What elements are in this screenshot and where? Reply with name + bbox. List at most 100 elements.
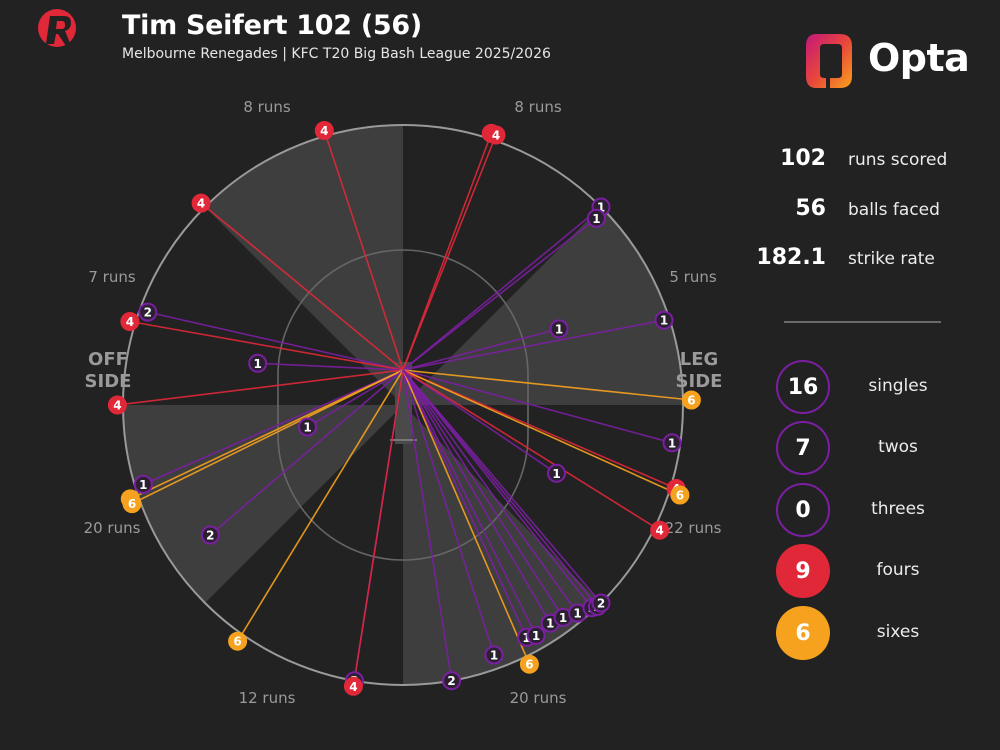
shot-runs-label: 4 (320, 124, 328, 138)
stat-label: strike rate (848, 249, 935, 269)
shot-runs-label: 1 (254, 357, 262, 371)
shot-runs-label: 1 (139, 478, 147, 492)
count-badge: 16 (776, 360, 830, 414)
zone-runs-label: 22 runs (665, 519, 722, 537)
shot-markers: 4444111124146146141166262421116111222 (107, 121, 701, 696)
shot-marker (122, 494, 142, 514)
leg-side-label: LEG (680, 349, 719, 370)
shot-runs-label: 1 (532, 629, 540, 643)
shot-line (402, 133, 493, 371)
count-label: sixes (876, 622, 920, 642)
count-badge: 6 (776, 606, 830, 660)
off-side-label: SIDE (85, 371, 132, 392)
zone-runs-label: 8 runs (243, 98, 290, 116)
shot-runs-label: 2 (144, 306, 152, 320)
stat-runs-scored: 102 runs scored (750, 146, 990, 176)
shot-marker (526, 625, 546, 645)
shot-line (257, 362, 404, 371)
zone-runs-label: 8 runs (514, 98, 561, 116)
stat-balls-faced: 56 balls faced (750, 196, 990, 226)
wagon-wheel-chart: 8 runs 8 runs 5 runs 22 runs 20 runs 12 runs 2… (84, 98, 723, 707)
shot-line (142, 369, 404, 486)
stat-value: 182.1 (756, 245, 826, 270)
shot-line (147, 311, 404, 371)
shot-marker (654, 310, 674, 330)
count-badge: 9 (776, 544, 830, 598)
shot-line (402, 369, 579, 614)
zone-runs-label: 5 runs (669, 268, 716, 286)
shot-runs-label: 1 (660, 314, 668, 328)
shot-line (402, 369, 537, 636)
shot-line (402, 369, 551, 624)
shot-line (200, 202, 404, 371)
zone-runs-label: 20 runs (510, 689, 567, 707)
shot-line (402, 369, 602, 604)
opta-wordmark: Opta (868, 36, 970, 80)
shot-line (402, 369, 557, 474)
shot-marker (298, 417, 317, 437)
shot-line (402, 369, 599, 607)
shot-line (402, 369, 692, 401)
shot-marker (547, 463, 566, 483)
shot-marker (486, 125, 506, 145)
shot-line (402, 217, 597, 371)
shot-runs-label: 1 (555, 322, 563, 336)
shot-runs-label: 1 (592, 212, 600, 226)
shot-marker (591, 593, 611, 613)
shot-marker (519, 654, 539, 674)
shot-marker (442, 671, 462, 691)
shot-marker (681, 390, 701, 410)
shot-line (402, 369, 528, 638)
shot-lines (117, 130, 692, 687)
shot-line (402, 328, 560, 371)
count-label: singles (868, 376, 928, 396)
opta-logo-icon (806, 34, 852, 88)
shot-marker (484, 645, 504, 665)
shot-line (307, 369, 404, 428)
shot-line (402, 369, 531, 665)
shot-marker (120, 312, 140, 331)
stat-label: balls faced (848, 200, 940, 220)
shot-marker (670, 485, 690, 505)
shot-runs-label: 4 (349, 680, 357, 694)
shot-marker (107, 395, 127, 415)
shot-line (131, 369, 404, 505)
count-label: twos (878, 437, 918, 457)
zone-runs-label: 20 runs (84, 519, 141, 537)
shot-runs-label: 6 (525, 658, 533, 672)
count-sixes: 6 sixes (776, 606, 976, 664)
shot-runs-label: 1 (552, 467, 560, 481)
shot-runs-label: 1 (597, 201, 605, 215)
shot-runs-label: 4 (492, 129, 500, 143)
off-side-label: OFF (88, 349, 128, 370)
shot-line (402, 319, 665, 371)
stat-label: runs scored (848, 150, 948, 170)
shot-line (402, 369, 593, 609)
zone-sectors (123, 125, 683, 685)
shot-line (402, 206, 602, 371)
shot-line (352, 369, 404, 687)
inner-circle (277, 249, 529, 561)
stat-value: 102 (780, 146, 826, 171)
count-label: threes (871, 499, 925, 519)
shot-runs-label: 2 (206, 529, 214, 543)
shot-marker (138, 302, 158, 322)
shot-runs-label: 6 (676, 489, 684, 503)
renegades-logo (36, 6, 84, 68)
shot-line (129, 320, 404, 371)
shot-line (209, 369, 404, 536)
stat-strike-rate: 182.1 strike rate (750, 245, 990, 275)
shot-marker (662, 433, 682, 453)
zone-labels: 8 runs 8 runs 5 runs 22 runs 20 runs 12 runs 2… (84, 98, 722, 707)
opta-brand: Opta (802, 30, 970, 92)
shot-runs-label: 1 (522, 631, 530, 645)
zone-runs-label: 7 runs (88, 268, 135, 286)
count-fours: 9 fours (776, 544, 976, 602)
shot-line (402, 369, 673, 444)
shot-line (402, 369, 495, 656)
shot-marker (191, 193, 211, 213)
shot-runs-label: 1 (303, 421, 311, 435)
shot-line (129, 369, 404, 500)
shot-runs-label: 6 (128, 497, 136, 511)
zone-sector (403, 405, 601, 685)
